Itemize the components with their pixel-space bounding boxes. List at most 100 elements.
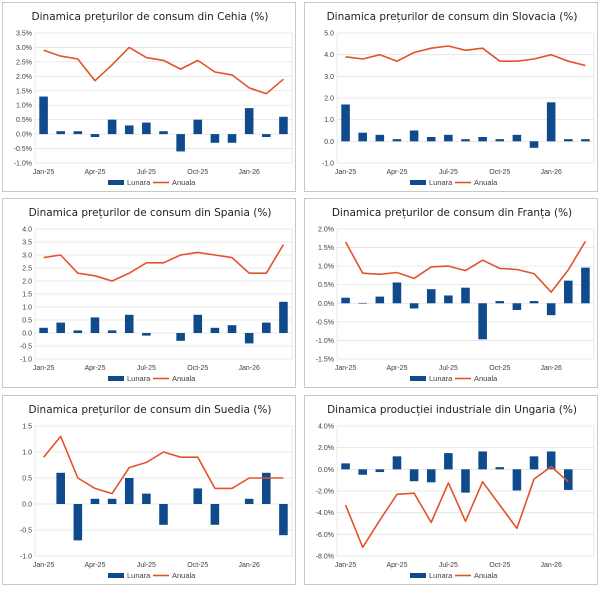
bar-apr-25 <box>392 139 402 142</box>
bar-jan-25 <box>341 297 350 304</box>
y-tick-label: -2.0% <box>316 489 334 496</box>
y-tick-label: 1.0 <box>22 450 32 457</box>
legend-label-lunara: Lunara <box>127 178 151 187</box>
y-tick-label: -1.0 <box>322 161 334 168</box>
x-tick-label: Oct-25 <box>187 562 208 569</box>
x-tick-label: Apr-25 <box>386 562 407 569</box>
x-tick-label: Jan-26 <box>238 562 260 569</box>
y-tick-label: -1.0% <box>14 161 32 168</box>
y-tick-label: 0.0 <box>22 502 32 509</box>
bar-jun-25 <box>426 137 436 142</box>
y-tick-label: 4.0% <box>318 424 334 431</box>
x-tick-label: Apr-25 <box>84 562 105 569</box>
legend-swatch-lunara <box>108 573 124 578</box>
y-tick-label: 0.5 <box>22 318 32 325</box>
bar-jul-25 <box>444 295 453 304</box>
legend-label-anuala: Anuala <box>474 374 498 383</box>
bar-oct-25 <box>495 301 505 304</box>
bar-jan-26 <box>546 451 556 470</box>
bar-jun-25 <box>124 125 134 135</box>
legend-swatch-lunara <box>410 180 426 185</box>
y-tick-label: 0.0 <box>324 139 334 146</box>
bar-sep-25 <box>478 137 487 142</box>
bar-may-25 <box>409 469 419 482</box>
legend-label-lunara: Lunara <box>127 374 151 383</box>
y-tick-label: -6.0% <box>316 532 334 539</box>
chart-svg-franta: Dinamica prețurilor de consum din Franța… <box>316 207 595 383</box>
legend-label-anuala: Anuala <box>172 374 196 383</box>
y-tick-label: -8.0% <box>316 554 334 561</box>
chart-svg-suedia: Dinamica prețurilor de consum din Suedia… <box>20 404 293 580</box>
bar-jan-26 <box>244 333 254 344</box>
bar-sep-25 <box>478 303 487 340</box>
bar-mar-25 <box>73 330 83 333</box>
legend-swatch-lunara <box>410 573 426 578</box>
y-tick-label: 0.5% <box>318 282 334 289</box>
x-tick-label: Jan-25 <box>33 169 55 176</box>
y-tick-label: 3.0 <box>22 253 32 260</box>
y-tick-label: 2.0% <box>16 74 32 81</box>
bar-mar-26 <box>279 116 288 135</box>
y-tick-label: 0.5% <box>16 117 32 124</box>
y-tick-label: -1.0% <box>316 338 334 345</box>
legend-label-anuala: Anuala <box>172 178 196 187</box>
chart-title: Dinamica prețurilor de consum din Suedia… <box>29 404 272 416</box>
y-tick-label: 1.5 <box>22 292 32 299</box>
y-tick-label: 2.0 <box>324 96 334 103</box>
x-tick-label: Jan-26 <box>540 562 562 569</box>
bar-aug-25 <box>159 131 168 135</box>
bar-feb-26 <box>262 472 271 504</box>
x-tick-label: Oct-25 <box>187 365 208 372</box>
bar-jul-25 <box>444 134 453 142</box>
bar-sep-25 <box>176 333 185 341</box>
y-tick-label: 2.0 <box>22 279 32 286</box>
y-tick-label: 2.0% <box>318 227 334 234</box>
x-tick-label: Jan-26 <box>238 169 260 176</box>
bar-jul-25 <box>142 493 151 504</box>
x-tick-label: Jan-25 <box>33 562 55 569</box>
legend-swatch-lunara <box>410 376 426 381</box>
x-tick-label: Jul-25 <box>137 562 156 569</box>
chart-svg-spania: Dinamica prețurilor de consum din Spania… <box>20 207 293 383</box>
bar-nov-25 <box>210 327 220 333</box>
bar-mar-26 <box>581 139 590 142</box>
bar-jan-25 <box>341 104 350 142</box>
legend-label-anuala: Anuala <box>474 178 498 187</box>
bar-mar-25 <box>375 134 385 142</box>
y-tick-label: -0.5% <box>14 146 32 153</box>
y-tick-label: 0.0% <box>16 132 32 139</box>
bar-apr-25 <box>90 134 100 137</box>
bar-oct-25 <box>495 467 505 470</box>
y-tick-label: 1.0% <box>16 103 32 110</box>
x-tick-label: Jul-25 <box>137 365 156 372</box>
x-tick-label: Apr-25 <box>386 365 407 372</box>
bar-aug-25 <box>461 469 470 493</box>
y-tick-label: 1.5% <box>318 245 334 252</box>
bar-dec-25 <box>529 456 539 470</box>
bar-jul-25 <box>142 122 151 135</box>
y-tick-label: 3.5 <box>22 240 32 247</box>
bar-apr-25 <box>392 282 402 304</box>
bar-feb-25 <box>56 322 65 333</box>
x-tick-label: Oct-25 <box>489 562 510 569</box>
y-tick-label: -4.0% <box>316 510 334 517</box>
bar-feb-26 <box>564 469 573 490</box>
chart-title: Dinamica prețurilor de consum din Spania… <box>29 207 272 219</box>
bar-jan-25 <box>39 327 48 333</box>
y-tick-label: 1.5 <box>22 424 32 431</box>
y-tick-label: -1.0 <box>20 357 32 364</box>
bar-nov-25 <box>512 134 522 142</box>
bar-feb-25 <box>358 132 367 142</box>
x-tick-label: Jan-25 <box>335 365 357 372</box>
chart-svg-slovacia: Dinamica prețurilor de consum din Slovac… <box>322 11 595 187</box>
line-anuala <box>345 45 586 67</box>
bar-feb-26 <box>262 134 271 137</box>
y-tick-label: 0.5 <box>22 476 32 483</box>
y-tick-label: 2.5 <box>22 266 32 273</box>
bar-apr-25 <box>90 498 100 504</box>
y-tick-label: 1.0 <box>22 305 32 312</box>
x-tick-label: Oct-25 <box>187 169 208 176</box>
bar-oct-25 <box>495 139 505 142</box>
bar-jan-26 <box>244 108 254 135</box>
bar-feb-25 <box>56 131 65 135</box>
